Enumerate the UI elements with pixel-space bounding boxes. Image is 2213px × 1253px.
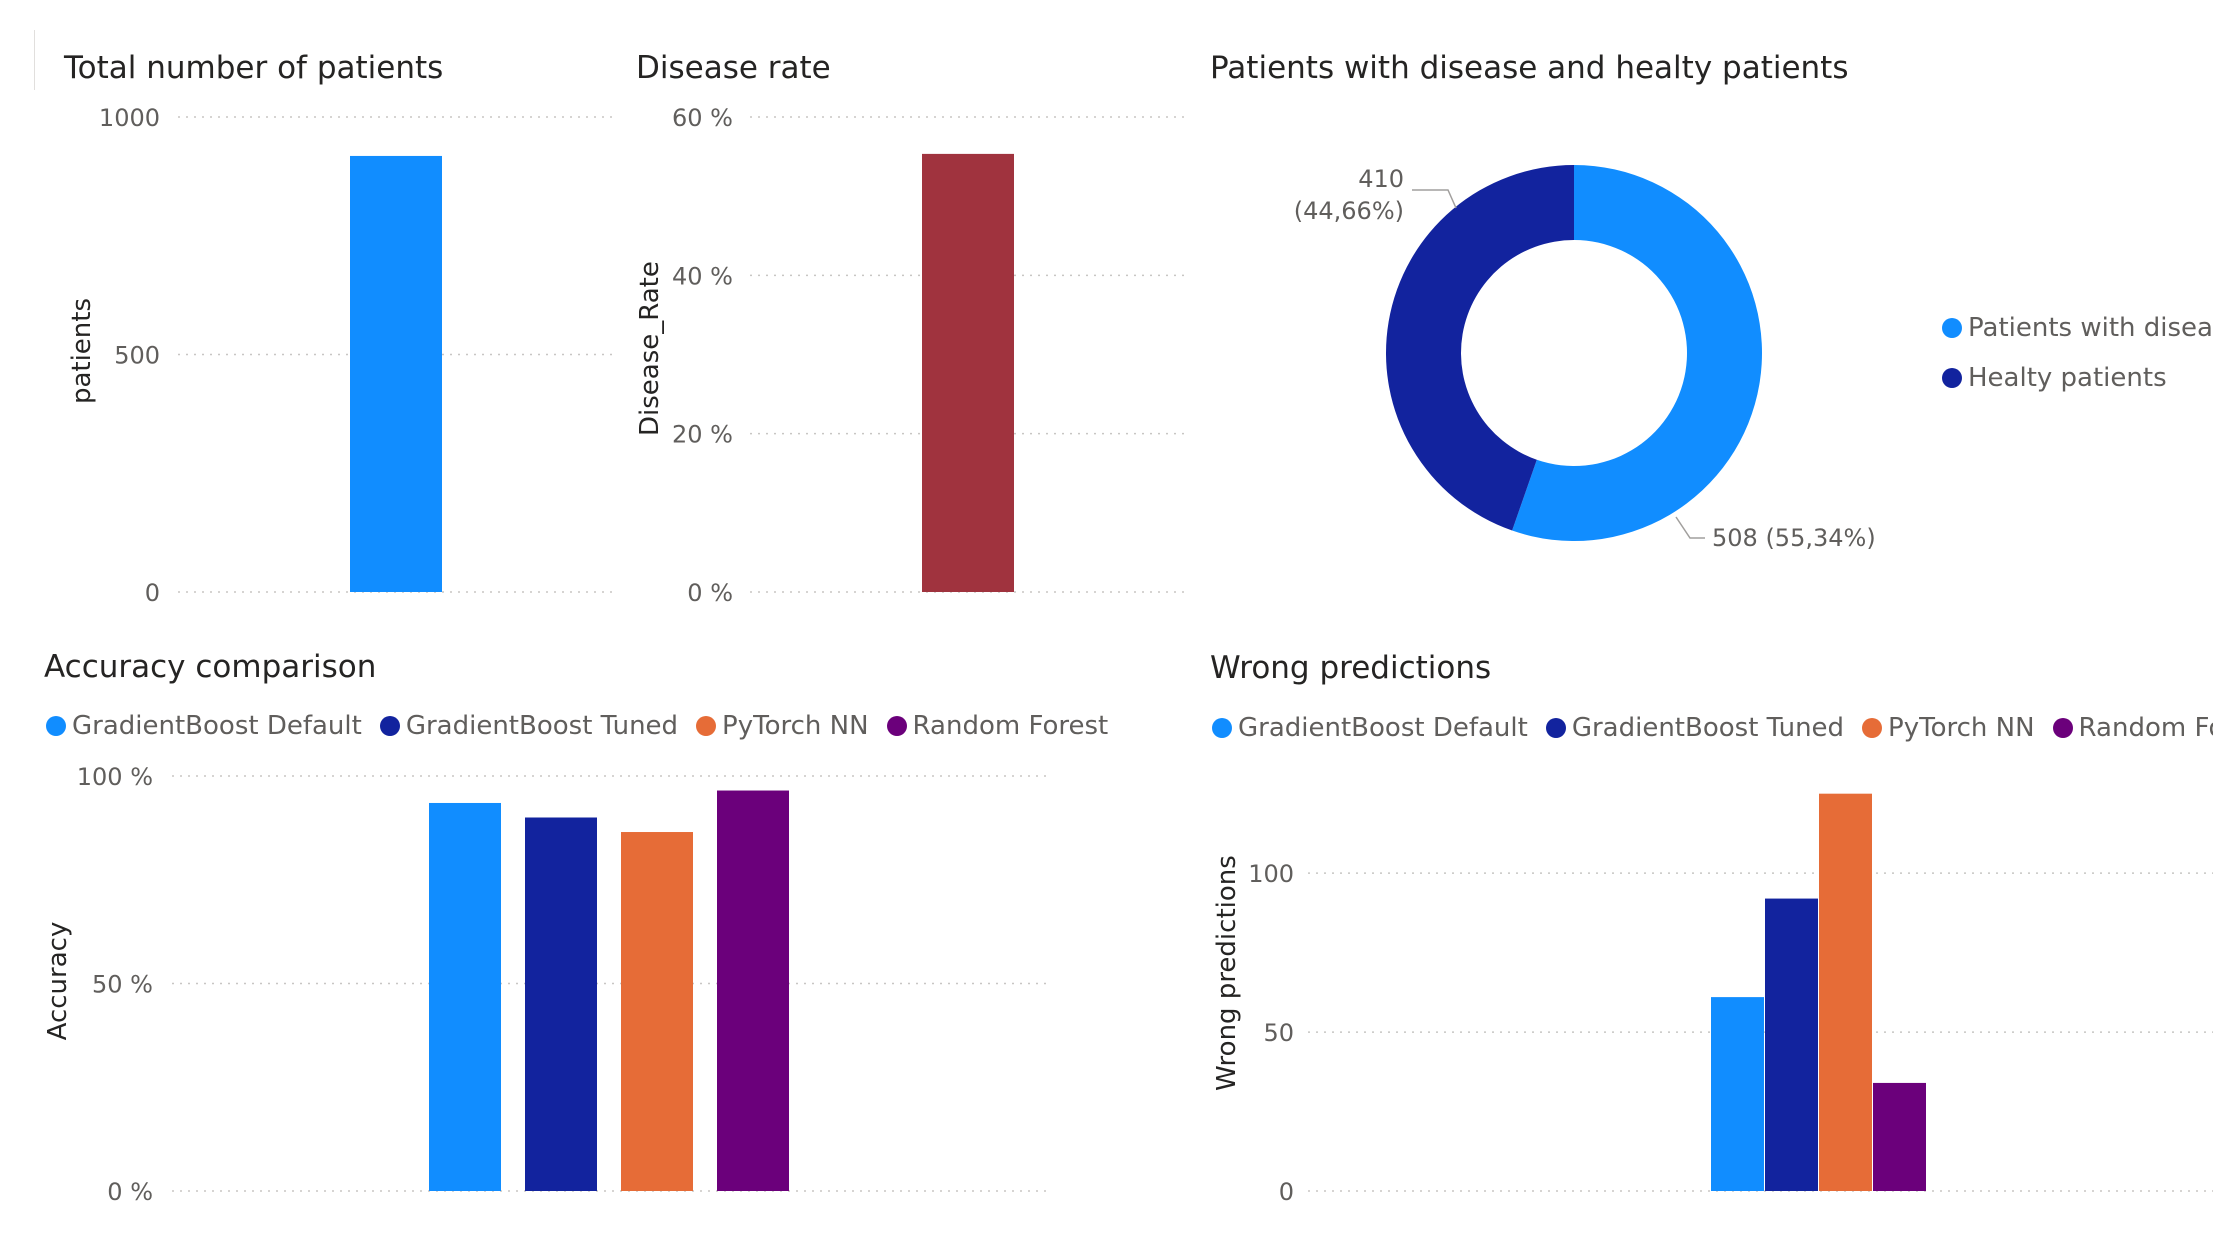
wrong-legend-label-pytorch-nn: PyTorch NN xyxy=(1888,713,2035,743)
legend-dot-healty-patients xyxy=(1942,368,1962,388)
accuracy-bar-pytorch-nn xyxy=(621,832,693,1191)
rate-ytick-label: 20 % xyxy=(672,421,733,449)
total-patients-chart: 0 500 1000 xyxy=(99,104,612,607)
donut-leader-line-healty xyxy=(1412,189,1457,209)
donut-data-label-healty-count: 410 xyxy=(1358,165,1404,193)
donut-title: Patients with disease and healty patient… xyxy=(1210,50,1849,86)
accuracy-legend-dot-random-forest xyxy=(886,716,907,736)
wrong-predictions-legend: GradientBoost Default GradientBoost Tune… xyxy=(1212,713,2213,743)
accuracy-legend-item-random-forest[interactable]: Random Forest xyxy=(886,711,1109,741)
donut-slice-patients-with-disease xyxy=(1512,165,1762,541)
wrong-ytick-label: 100 xyxy=(1248,860,1294,888)
legend-item-patients-with-disease[interactable]: Patients with disease xyxy=(1942,313,2213,343)
wrong-ytick-label: 50 xyxy=(1263,1019,1294,1047)
wrong-legend-item-pytorch-nn[interactable]: PyTorch NN xyxy=(1862,713,2035,743)
wrong-predictions-title: Wrong predictions xyxy=(1210,650,1492,686)
total-patients-title: Total number of patients xyxy=(64,50,444,86)
accuracy-legend-item-gradientboost-default[interactable]: GradientBoost Default xyxy=(46,711,362,741)
donut-legend: Patients with disease Healty patients xyxy=(1942,313,2213,413)
accuracy-ytick-label: 50 % xyxy=(92,971,153,999)
wrong-legend-dot-gradientboost-tuned xyxy=(1545,718,1566,738)
accuracy-chart: 0 % 50 % 100 % xyxy=(77,763,1050,1206)
wrong-bar-random-forest xyxy=(1873,1082,1926,1191)
donut-data-label-disease: 508 (55,34%) xyxy=(1712,524,1876,552)
legend-label-patients-with-disease: Patients with disease xyxy=(1968,313,2213,343)
accuracy-ytick-label: 100 % xyxy=(77,763,153,791)
wrong-legend-dot-gradientboost-default xyxy=(1212,718,1232,738)
donut-chart: 508 (55,34%) 410 (44,66%) xyxy=(1294,165,1876,552)
disease-rate-title: Disease rate xyxy=(636,50,831,86)
disease-rate-bar xyxy=(922,153,1014,592)
total-ytick-label: 500 xyxy=(114,342,160,370)
accuracy-legend-dot-gradientboost-tuned xyxy=(379,716,400,736)
accuracy-legend-dot-gradientboost-default xyxy=(46,716,66,736)
donut-data-label-healty-percent: (44,66%) xyxy=(1294,197,1404,225)
wrong-legend-dot-random-forest xyxy=(2052,718,2073,738)
accuracy-legend-label-pytorch-nn: PyTorch NN xyxy=(722,711,869,741)
accuracy-legend-label-random-forest: Random Forest xyxy=(912,711,1109,741)
legend-item-healty-patients[interactable]: Healty patients xyxy=(1942,363,2213,393)
wrong-legend-label-gradientboost-tuned: GradientBoost Tuned xyxy=(1571,713,1845,743)
accuracy-legend-item-pytorch-nn[interactable]: PyTorch NN xyxy=(696,711,869,741)
donut-leader-line-disease xyxy=(1675,516,1705,539)
visual-border xyxy=(34,30,35,90)
wrong-bar-gradientboost-default xyxy=(1711,997,1764,1191)
wrong-legend-label-random-forest: Random Forest xyxy=(2078,713,2213,743)
wrong-legend-item-gradientboost-default[interactable]: GradientBoost Default xyxy=(1212,713,1528,743)
legend-dot-patients-with-disease xyxy=(1942,318,1962,338)
accuracy-bar-random-forest xyxy=(717,790,789,1191)
wrong-legend-item-gradientboost-tuned[interactable]: GradientBoost Tuned xyxy=(1545,713,1845,743)
wrong-bar-pytorch-nn xyxy=(1819,793,1872,1191)
wrong-legend-dot-pytorch-nn xyxy=(1862,718,1883,738)
wrong-bar-gradientboost-tuned xyxy=(1765,898,1818,1191)
accuracy-title: Accuracy comparison xyxy=(44,649,377,685)
accuracy-bar-gradientboost-default xyxy=(429,802,501,1191)
legend-label-healty-patients: Healty patients xyxy=(1968,363,2167,393)
accuracy-legend-item-gradientboost-tuned[interactable]: GradientBoost Tuned xyxy=(379,711,679,741)
rate-ytick-label: 40 % xyxy=(672,262,733,290)
total-ytick-label: 1000 xyxy=(99,104,160,132)
rate-ytick-label: 60 % xyxy=(672,104,733,132)
total-patients-bar xyxy=(350,155,442,592)
disease-rate-chart: 0 % 20 % 40 % 60 % xyxy=(672,104,1185,607)
wrong-ytick-label: 0 xyxy=(1279,1178,1294,1206)
donut-slice-healty-patients xyxy=(1386,165,1574,531)
accuracy-legend: GradientBoost Default GradientBoost Tune… xyxy=(46,711,1108,741)
wrong-legend-label-gradientboost-default: GradientBoost Default xyxy=(1238,713,1528,743)
accuracy-legend-dot-pytorch-nn xyxy=(696,716,717,736)
total-ytick-label: 0 xyxy=(145,579,160,607)
rate-ytick-label: 0 % xyxy=(687,579,733,607)
accuracy-legend-label-gradientboost-default: GradientBoost Default xyxy=(72,711,362,741)
accuracy-ytick-label: 0 % xyxy=(107,1178,153,1206)
accuracy-bar-gradientboost-tuned xyxy=(525,817,597,1191)
accuracy-legend-label-gradientboost-tuned: GradientBoost Tuned xyxy=(405,711,679,741)
wrong-legend-item-random-forest[interactable]: Random Forest xyxy=(2052,713,2213,743)
